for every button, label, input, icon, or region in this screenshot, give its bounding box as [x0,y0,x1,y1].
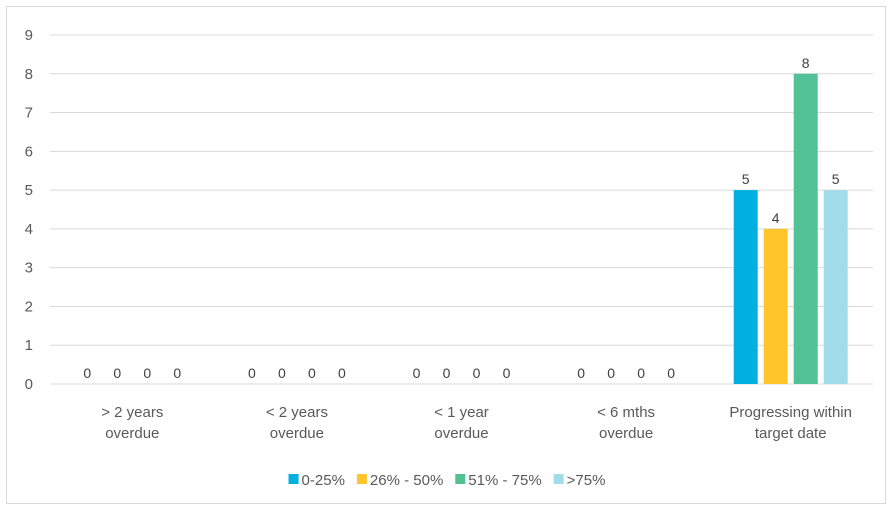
y-tick-label: 9 [25,27,33,44]
y-tick-label: 4 [25,221,33,238]
legend-label: >75% [567,472,606,489]
y-axis-ticks: 0 1 2 3 4 5 6 7 8 9 [25,27,33,393]
x-category-label: overdue [105,425,159,442]
data-label: 0 [413,365,421,381]
data-label: 0 [248,365,256,381]
data-label: 0 [473,365,481,381]
y-tick-label: 0 [25,376,33,393]
legend-label: 51% - 75% [468,472,541,489]
legend-label: 0-25% [302,472,345,489]
legend-item: 0-25% [288,472,345,489]
data-label: 5 [832,171,840,187]
x-category-label: < 2 years [266,404,328,421]
y-tick-label: 5 [25,182,33,199]
legend-label: 26% - 50% [370,472,443,489]
legend-item: 51% - 75% [455,472,542,489]
x-category-label: < 6 mths [597,404,655,421]
y-tick-label: 2 [25,298,33,315]
x-category-label: target date [755,425,827,442]
x-category-label: Progressing within [729,404,852,421]
x-category-label: overdue [270,425,324,442]
data-label: 5 [742,171,750,187]
x-category-label: < 1 year [434,404,489,421]
x-category-label: overdue [434,425,488,442]
y-tick-label: 3 [25,260,33,277]
data-label: 0 [503,365,511,381]
bar-chart: 0 1 2 3 4 5 6 7 8 9 0 0 0 0 0 0 0 0 0 0 0 0 0 0 0 0 5 4 8 5 > 2 year… [25,27,873,489]
y-tick-label: 6 [25,143,33,160]
data-label: 0 [338,365,346,381]
data-label: 0 [607,365,615,381]
bars [733,73,848,385]
data-label: 0 [83,365,91,381]
legend: 0-25% 26% - 50% 51% - 75% >75% [288,472,606,489]
data-label: 0 [637,365,645,381]
data-label: 0 [173,365,181,381]
legend-swatch [356,474,367,484]
data-label: 0 [667,365,675,381]
gridlines [50,34,873,385]
y-tick-label: 8 [25,66,33,83]
data-label: 0 [278,365,286,381]
x-axis-categories: > 2 years overdue < 2 years overdue < 1 year… [101,404,852,442]
data-label: 0 [577,365,585,381]
x-category-label: overdue [599,425,653,442]
bar [793,73,818,385]
legend-item: >75% [553,472,606,489]
y-tick-label: 7 [25,105,33,122]
legend-swatch [553,474,564,484]
chart-frame: 0 1 2 3 4 5 6 7 8 9 0 0 0 0 0 0 0 0 0 0 0 0 0 0 0 0 5 4 8 5 > 2 year… [6,6,886,504]
data-labels: 0 0 0 0 0 0 0 0 0 0 0 0 0 0 0 0 5 4 8 5 [83,55,839,381]
legend-item: 26% - 50% [356,472,443,489]
data-label: 0 [443,365,451,381]
y-tick-label: 1 [25,337,33,354]
data-label: 0 [113,365,121,381]
x-category-label: > 2 years [101,404,163,421]
data-label: 4 [772,210,780,226]
bar [733,190,758,384]
data-label: 0 [143,365,151,381]
data-label: 8 [802,55,810,71]
bar [763,228,788,384]
legend-swatch [455,474,466,484]
data-label: 0 [308,365,316,381]
legend-swatch [288,474,299,484]
bar [823,190,848,384]
